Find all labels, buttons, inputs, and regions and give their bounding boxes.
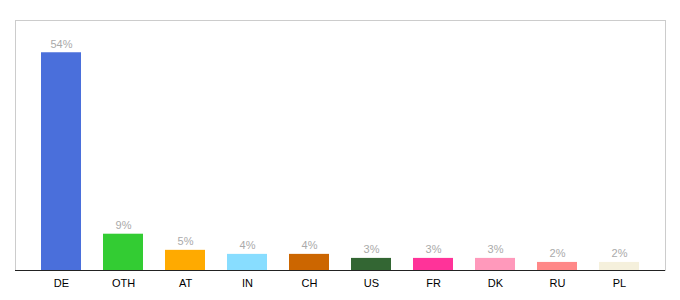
svg-text:9%: 9% (116, 219, 132, 231)
svg-text:5%: 5% (178, 235, 194, 247)
svg-text:4%: 4% (302, 239, 318, 251)
svg-text:RU: RU (550, 277, 566, 289)
svg-text:3%: 3% (488, 243, 504, 255)
svg-text:US: US (364, 277, 379, 289)
svg-text:AT: AT (179, 277, 193, 289)
svg-text:DE: DE (54, 277, 69, 289)
svg-text:2%: 2% (612, 247, 628, 259)
svg-text:OTH: OTH (112, 277, 135, 289)
svg-text:IN: IN (242, 277, 253, 289)
svg-text:2%: 2% (550, 247, 566, 259)
svg-text:3%: 3% (364, 243, 380, 255)
svg-text:4%: 4% (240, 239, 256, 251)
svg-text:CH: CH (302, 277, 318, 289)
svg-text:PL: PL (613, 277, 626, 289)
svg-text:FR: FR (426, 277, 441, 289)
svg-text:54%: 54% (50, 38, 72, 50)
svg-text:3%: 3% (426, 243, 442, 255)
svg-text:DK: DK (488, 277, 504, 289)
